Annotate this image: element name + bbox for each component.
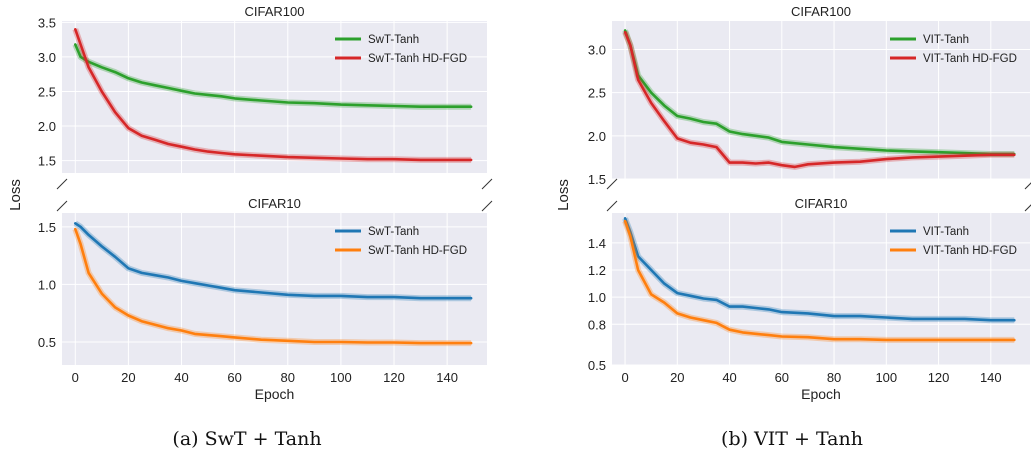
series-line: [74, 227, 473, 345]
x-tick-label: 100: [875, 370, 897, 385]
caption-b: (b) VIT + Tanh: [721, 428, 863, 450]
axis-break-mark: [481, 178, 493, 190]
y-axis-label-a: Loss: [7, 179, 24, 211]
series-line: [74, 43, 473, 108]
x-tick-label: 120: [383, 370, 405, 385]
series-line: [623, 29, 1016, 156]
legend-label: VIT-Tanh HD-FGD: [923, 245, 1017, 257]
y-tick-label: 2.5: [38, 84, 56, 99]
x-tick-label: 80: [281, 370, 295, 385]
axis-break-mark: [606, 200, 618, 212]
chart-b-bottom: 0.5 0.8 1.0 1.2 1.4 CIFAR10 VIT-Tanh VIT-Tanh H…: [588, 196, 1030, 402]
series-line: [623, 217, 1016, 322]
series-line: [623, 30, 1016, 169]
x-tick-label: 20: [121, 370, 135, 385]
panel-title: CIFAR100: [791, 4, 851, 19]
chart-a-top: 1.5 2.0 2.5 3.0 3.5 CIFAR100 SwT-Tanh SwT-Tanh …: [38, 4, 487, 173]
legend-label: VIT-Tanh: [923, 226, 969, 238]
series-line: [623, 219, 1016, 342]
chart-a-bottom: 0.5 1.0 1.5 CIFAR10 SwT-Tanh SwT-Tanh HD-FGD 0…: [38, 196, 487, 402]
x-tick-label: 140: [436, 370, 458, 385]
x-tick-label: 120: [928, 370, 950, 385]
axis-break-mark: [1024, 182, 1031, 190]
y-tick-label: 1.2: [588, 263, 606, 278]
axis-break-mark: [606, 178, 618, 190]
legend-label: SwT-Tanh HD-FGD: [368, 245, 467, 257]
y-axis-label-b: Loss: [555, 179, 572, 211]
y-tick-label: 3.5: [38, 15, 56, 30]
x-tick-label: 40: [174, 370, 188, 385]
legend-label: SwT-Tanh: [368, 34, 419, 46]
y-tick-label: 1.5: [38, 154, 56, 169]
y-tick-label: 1.5: [588, 172, 606, 187]
y-tick-label: 2.0: [588, 129, 606, 144]
legend-label: VIT-Tanh: [923, 34, 969, 46]
panel-title: CIFAR10: [248, 196, 301, 211]
plot-background: [62, 21, 487, 173]
y-tick-label: 2.0: [38, 119, 56, 134]
x-tick-label: 40: [722, 370, 736, 385]
x-tick-label: 60: [775, 370, 789, 385]
x-tick-label: 80: [827, 370, 841, 385]
x-tick-label: 100: [330, 370, 352, 385]
x-tick-label: 0: [72, 370, 79, 385]
x-tick-label: 140: [980, 370, 1002, 385]
series-line: [74, 27, 473, 162]
panel-title: CIFAR10: [795, 196, 848, 211]
y-tick-label: 3.0: [38, 50, 56, 65]
x-axis-label: Epoch: [255, 386, 295, 402]
axis-break-mark: [481, 200, 493, 212]
legend-label: VIT-Tanh HD-FGD: [923, 53, 1017, 65]
axis-break-mark: [1024, 204, 1031, 212]
y-tick-label: 0.5: [588, 358, 606, 373]
legend-label: SwT-Tanh: [368, 226, 419, 238]
y-tick-label: 1.0: [588, 290, 606, 305]
panel-title: CIFAR100: [245, 4, 305, 19]
legend-label: SwT-Tanh HD-FGD: [368, 53, 467, 65]
axis-break-mark: [56, 178, 68, 190]
y-tick-label: 3.0: [588, 42, 606, 57]
chart-b-top: 1.5 2.0 2.5 3.0 CIFAR100 VIT-Tanh VIT-Tanh HD-…: [588, 4, 1030, 187]
axis-break-mark: [56, 200, 68, 212]
y-tick-label: 2.5: [588, 86, 606, 101]
series-line: [74, 222, 473, 300]
caption-a: (a) SwT + Tanh: [172, 428, 322, 450]
x-tick-label: 20: [670, 370, 684, 385]
y-tick-label: 0.5: [38, 335, 56, 350]
y-tick-label: 0.8: [588, 317, 606, 332]
x-tick-label: 60: [227, 370, 241, 385]
y-tick-label: 1.5: [38, 220, 56, 235]
y-tick-label: 1.4: [588, 236, 606, 251]
x-tick-label: 0: [621, 370, 628, 385]
y-tick-label: 1.0: [38, 277, 56, 292]
x-axis-label: Epoch: [801, 386, 841, 402]
